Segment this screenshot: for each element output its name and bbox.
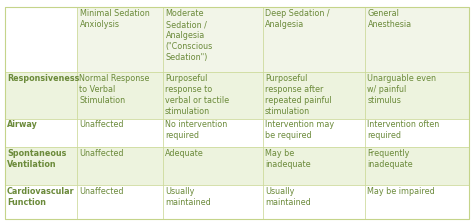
Text: General
Anesthesia: General Anesthesia [368, 9, 412, 29]
Bar [5, 7, 77, 72]
Text: Cardiovascular
Function: Cardiovascular Function [7, 187, 75, 207]
Text: Unaffected: Unaffected [79, 187, 124, 196]
Text: May be impaired: May be impaired [367, 187, 435, 196]
Text: Purposeful
response after
repeated painful
stimulation: Purposeful response after repeated painf… [265, 74, 331, 116]
Text: Normal Response
to Verbal
Stimulation: Normal Response to Verbal Stimulation [79, 74, 149, 105]
Bar [263, 119, 365, 147]
Bar [163, 185, 263, 219]
Bar [77, 7, 163, 72]
Bar [77, 185, 163, 219]
Text: Purposeful
response to
verbal or tactile
stimulation: Purposeful response to verbal or tactile… [165, 74, 229, 116]
Bar [365, 7, 469, 72]
Bar [365, 72, 469, 119]
Text: Adequate: Adequate [165, 149, 204, 158]
Bar [163, 7, 263, 72]
Bar [163, 147, 263, 185]
Text: Unaffected: Unaffected [79, 149, 124, 158]
Bar [263, 147, 365, 185]
Bar [163, 119, 263, 147]
Text: Minimal Sedation
Anxiolysis: Minimal Sedation Anxiolysis [80, 9, 149, 29]
Bar [365, 147, 469, 185]
Bar [263, 7, 365, 72]
Text: Intervention often
required: Intervention often required [367, 120, 439, 140]
Bar [5, 119, 77, 147]
Text: Deep Sedation /
Analgesia: Deep Sedation / Analgesia [265, 9, 330, 29]
Bar [77, 72, 163, 119]
Text: Responsiveness: Responsiveness [7, 74, 80, 83]
Bar [163, 72, 263, 119]
Bar [77, 147, 163, 185]
Text: Frequently
inadequate: Frequently inadequate [367, 149, 413, 169]
Bar [365, 185, 469, 219]
Text: No intervention
required: No intervention required [165, 120, 228, 140]
Text: Usually
maintained: Usually maintained [165, 187, 211, 207]
Text: Unarguable even
w/ painful
stimulus: Unarguable even w/ painful stimulus [367, 74, 436, 105]
Bar [77, 119, 163, 147]
Bar [5, 72, 77, 119]
Text: Airway: Airway [7, 120, 38, 129]
Text: Intervention may
be required: Intervention may be required [265, 120, 334, 140]
Text: Spontaneous
Ventilation: Spontaneous Ventilation [7, 149, 66, 169]
Bar [5, 185, 77, 219]
Bar [263, 185, 365, 219]
Text: Usually
maintained: Usually maintained [265, 187, 310, 207]
Text: Moderate
Sedation /
Analgesia
("Conscious
Sedation"): Moderate Sedation / Analgesia ("Consciou… [165, 9, 213, 62]
Text: May be
inadequate: May be inadequate [265, 149, 310, 169]
Bar [263, 72, 365, 119]
Bar [365, 119, 469, 147]
Text: Unaffected: Unaffected [79, 120, 124, 129]
Bar [5, 147, 77, 185]
